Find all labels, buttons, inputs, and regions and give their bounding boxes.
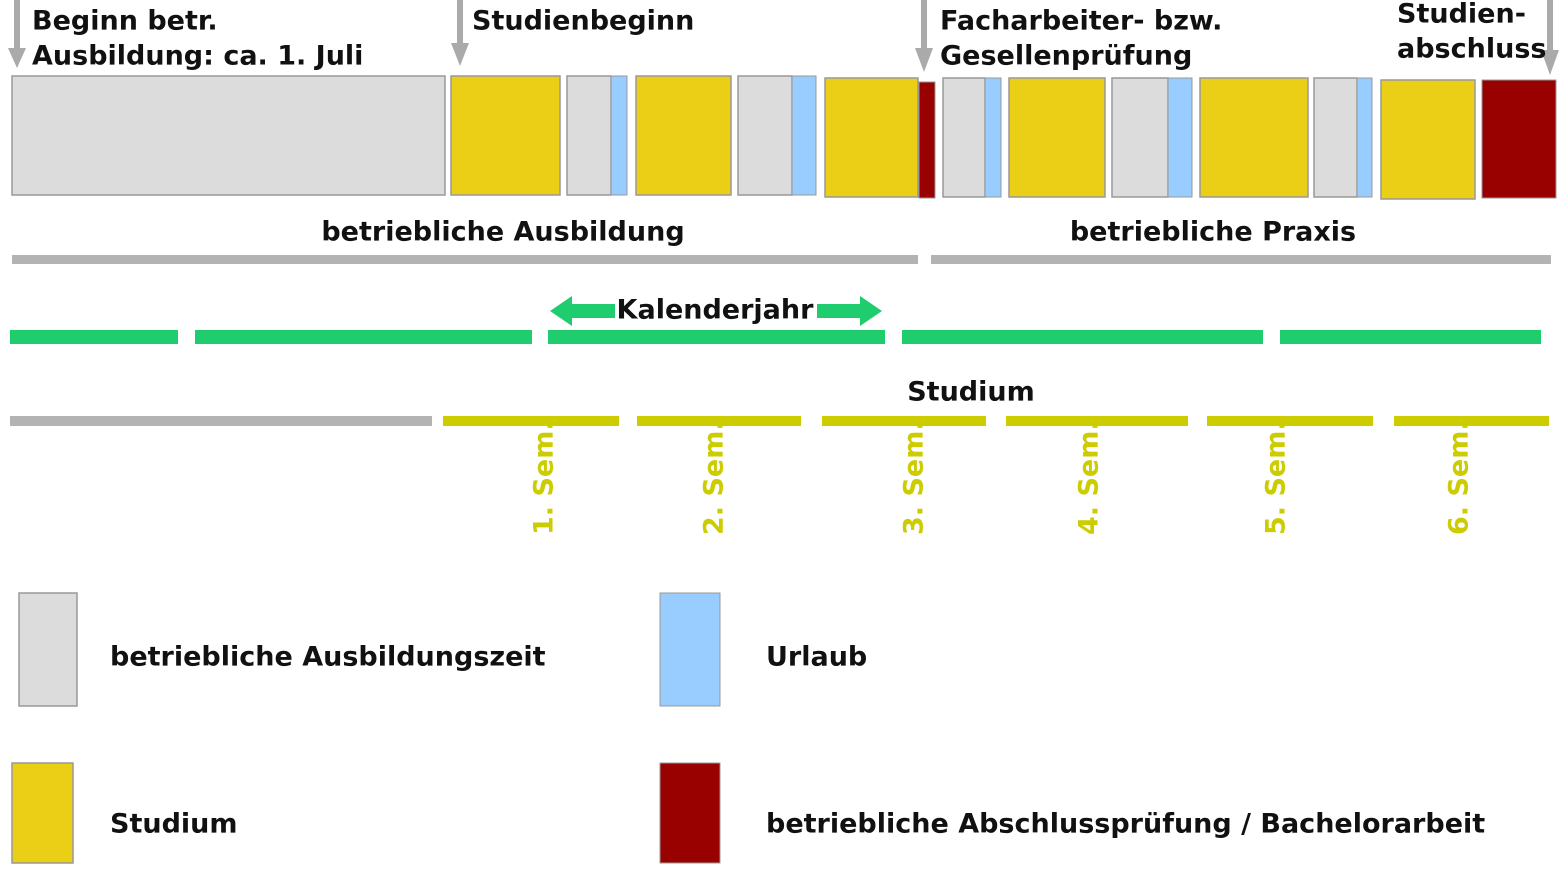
milestone-label: Studien- <box>1397 0 1526 30</box>
calendar-label: Kalenderjahr <box>617 295 815 326</box>
legend-label: betriebliche Ausbildungszeit <box>110 642 546 673</box>
milestone-label: Studienbeginn <box>472 6 694 37</box>
phase-label: betriebliche Ausbildung <box>321 217 684 248</box>
milestone-label: Ausbildung: ca. 1. Juli <box>32 41 363 72</box>
milestone-label: abschluss <box>1397 34 1546 65</box>
arrows <box>8 0 1559 75</box>
semester-label: 1. Sem. <box>529 420 560 535</box>
legend-label: Urlaub <box>766 642 867 673</box>
phase-label: betriebliche Praxis <box>1070 217 1356 248</box>
legend: betriebliche Ausbildungszeit Urlaub Stud… <box>11 592 1485 864</box>
semesters: 1. Sem. 2. Sem. 3. Sem. 4. Sem. 5. Sem. 6. Se… <box>529 420 1475 535</box>
timeline-blocks <box>11 75 1557 200</box>
semester-label: 4. Sem. <box>1074 420 1105 535</box>
calendar-bars <box>10 296 1541 344</box>
legend-label: betriebliche Abschlussprüfung / Bachelor… <box>766 809 1485 840</box>
study-bars <box>10 416 1549 426</box>
milestone-label: Facharbeiter- bzw. <box>940 6 1222 37</box>
study-label: Studium <box>907 377 1035 408</box>
semester-label: 3. Sem. <box>899 420 930 535</box>
milestone-label: Beginn betr. <box>32 6 218 37</box>
milestones: Beginn betr. Ausbildung: ca. 1. Juli Studi… <box>32 0 1546 72</box>
semester-label: 6. Sem. <box>1444 420 1475 535</box>
milestone-label: Gesellenprüfung <box>940 41 1192 72</box>
semester-label: 2. Sem. <box>699 420 730 535</box>
semester-label: 5. Sem. <box>1261 420 1292 535</box>
legend-label: Studium <box>110 809 238 840</box>
phase-bars <box>12 255 1551 264</box>
